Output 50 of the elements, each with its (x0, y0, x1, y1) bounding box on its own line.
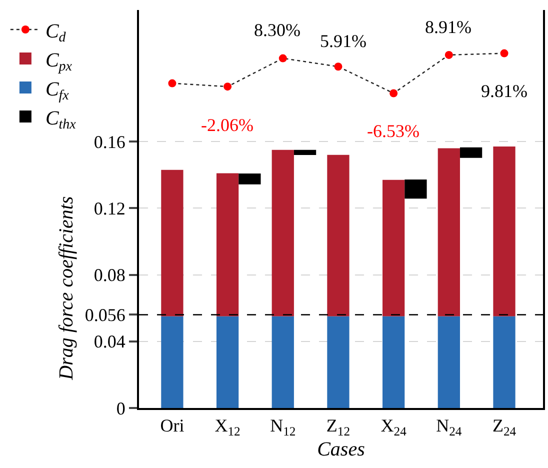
bar (161, 316, 184, 408)
y-tick-label: 0.08 (94, 265, 126, 286)
y-axis-title: Drag force coefficients (56, 196, 78, 381)
point (278, 54, 287, 62)
annotation: -6.53% (367, 121, 420, 141)
bar (438, 316, 460, 408)
bar (493, 316, 516, 408)
bar (327, 316, 350, 408)
x-tick-label: Z$_{24}$ (492, 416, 517, 438)
y-tick-label: 0.12 (94, 198, 126, 218)
bar (460, 147, 482, 158)
annotation: 8.30% (254, 20, 300, 40)
bar (493, 146, 516, 316)
point (224, 82, 232, 91)
legend-label: C$_{fx}$ (45, 78, 70, 104)
y-tick-label: 0.04 (94, 332, 126, 352)
bar (216, 173, 239, 316)
legend-label: C$_{thx}$ (45, 107, 77, 132)
point (168, 79, 176, 88)
annotation: 8.91% (425, 17, 472, 37)
bar (272, 150, 294, 316)
point (390, 89, 398, 98)
y-tick-label: 0.16 (94, 132, 126, 152)
bar (161, 170, 184, 316)
x-tick-label: N$_{24}$ (436, 416, 462, 438)
bar (438, 148, 460, 316)
annotation: 5.91% (320, 31, 366, 51)
point (500, 49, 508, 58)
x-tick-label: Ori (160, 416, 184, 436)
legend-label: C$_{px}$ (45, 49, 73, 74)
bar (404, 180, 427, 199)
legend-label: C$_{d}$ (45, 20, 67, 46)
x-tick-label: Z$_{12}$ (326, 416, 350, 438)
annotation: -2.06% (201, 115, 254, 135)
x-tick-label: X$_{24}$ (380, 416, 408, 438)
bar (294, 150, 316, 156)
x-axis-title: Cases (317, 438, 366, 460)
bar (327, 154, 350, 316)
point (444, 50, 453, 59)
y-tick-label: 0.056 (84, 305, 126, 326)
bar (216, 316, 239, 408)
bar (272, 316, 294, 408)
x-tick-label: N$_{12}$ (270, 416, 296, 438)
point (334, 62, 342, 71)
bar (382, 180, 405, 316)
annotation: 9.81% (481, 81, 528, 101)
bar (238, 174, 261, 184)
y-tick-label: 0 (116, 398, 126, 418)
bar (382, 316, 405, 408)
x-tick-label: X$_{12}$ (214, 416, 240, 438)
